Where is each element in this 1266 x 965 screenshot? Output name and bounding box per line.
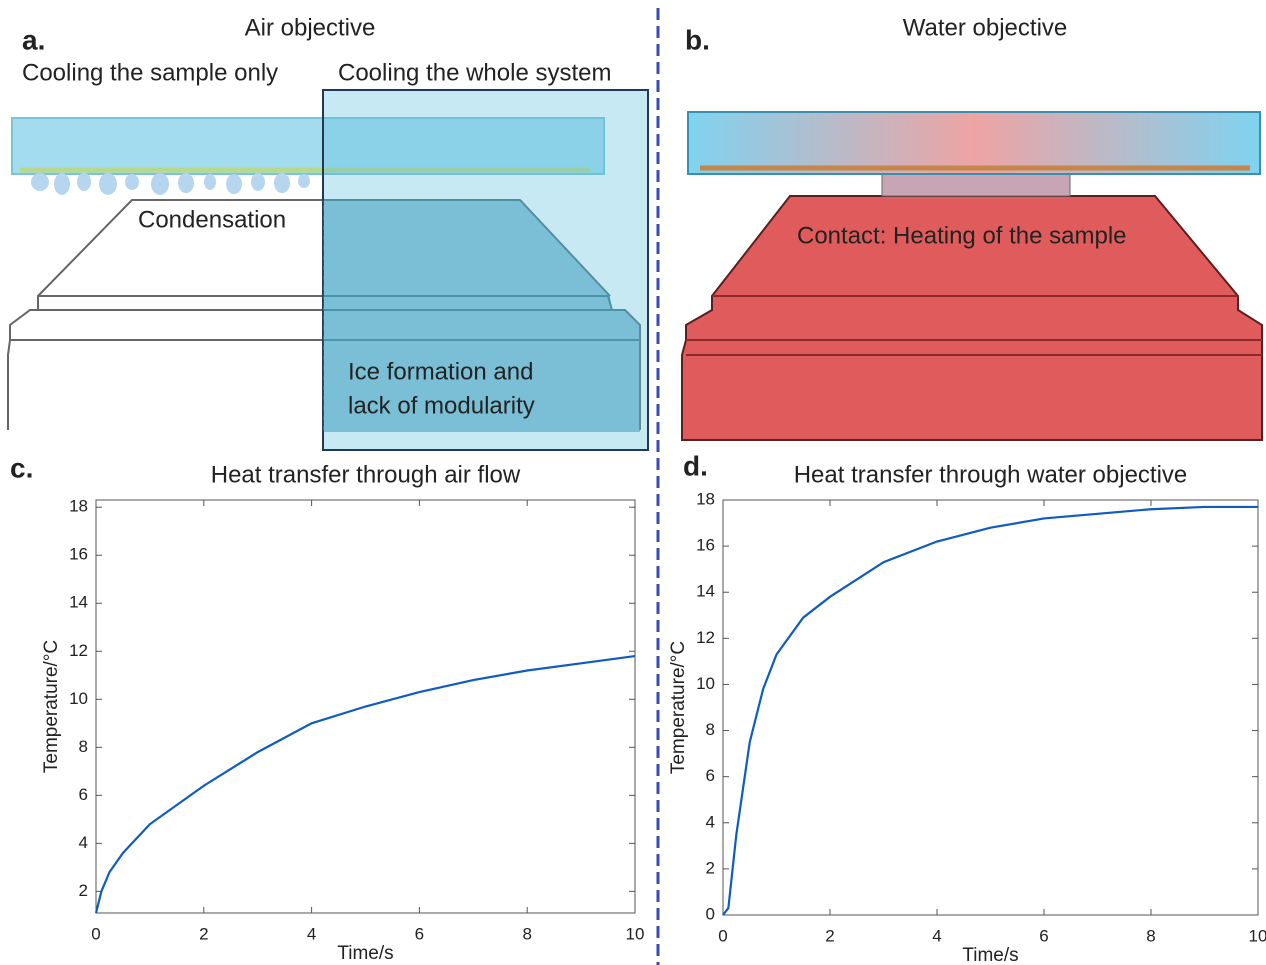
panel-label: a.	[22, 24, 45, 55]
y-tick-label: 10	[69, 689, 88, 708]
data-line	[722, 505, 1258, 916]
y-tick-label: 0	[706, 904, 715, 923]
panel-b: b. Water objective Contact: Heating of t…	[681, 14, 1263, 441]
slide	[687, 111, 1261, 175]
x-tick-label: 8	[522, 924, 531, 943]
panel-label: d.	[683, 450, 708, 481]
x-tick-label: 10	[1249, 926, 1266, 945]
y-tick-label: 2	[79, 881, 88, 900]
caption: Cooling the whole system	[338, 59, 611, 86]
x-tick-label: 4	[932, 926, 941, 945]
panel-label: c.	[10, 452, 33, 483]
y-tick-label: 18	[696, 489, 715, 508]
chart-title: Heat transfer through air flow	[211, 461, 521, 488]
y-tick-label: 10	[696, 674, 715, 693]
y-tick-label: 4	[706, 812, 715, 831]
x-tick-label: 0	[91, 924, 100, 943]
annotation: lack of modularity	[348, 392, 535, 419]
plot-frame	[95, 499, 636, 914]
x-tick-label: 8	[1146, 926, 1155, 945]
panel-label: b.	[685, 24, 710, 55]
panel-title: Air objective	[245, 14, 376, 41]
x-tick-label: 0	[718, 926, 727, 945]
y-tick-label: 6	[79, 785, 88, 804]
droplets	[31, 173, 310, 195]
panel-a: a. Air objective Cooling the sample only…	[7, 14, 649, 451]
chart-title: Heat transfer through water objective	[794, 461, 1188, 488]
y-tick-label: 12	[69, 641, 88, 660]
x-tick-label: 6	[1039, 926, 1048, 945]
x-axis-label: Time/s	[962, 945, 1018, 965]
x-axis-label: Time/s	[337, 943, 393, 964]
y-tick-label: 2	[706, 858, 715, 877]
panel-title: Water objective	[903, 14, 1068, 41]
y-tick-label: 16	[69, 545, 88, 564]
annotation: Ice formation and	[348, 358, 533, 385]
x-tick-label: 4	[307, 924, 316, 943]
x-tick-label: 6	[415, 924, 424, 943]
y-tick-label: 8	[706, 720, 715, 739]
y-tick-label: 14	[69, 593, 88, 612]
annotation: Condensation	[138, 206, 286, 233]
x-tick-label: 2	[199, 924, 208, 943]
y-tick-label: 16	[696, 536, 715, 555]
immersion-water	[881, 171, 1071, 197]
y-tick-label: 8	[79, 737, 88, 756]
y-tick-label: 18	[69, 497, 88, 516]
x-tick-label: 2	[825, 926, 834, 945]
plot-frame	[722, 499, 1259, 916]
caption: Cooling the sample only	[22, 59, 278, 86]
slide	[11, 117, 605, 175]
y-axis-label: Temperature/°C	[668, 641, 689, 774]
y-tick-label: 6	[706, 766, 715, 785]
y-tick-label: 12	[696, 628, 715, 647]
x-tick-label: 10	[626, 924, 645, 943]
data-line	[94, 654, 636, 914]
annotation: Contact: Heating of the sample	[797, 222, 1127, 249]
cooled-objective	[323, 200, 640, 432]
y-tick-label: 4	[79, 833, 88, 852]
y-axis-label: Temperature/°C	[41, 640, 62, 773]
y-tick-label: 14	[696, 582, 715, 601]
